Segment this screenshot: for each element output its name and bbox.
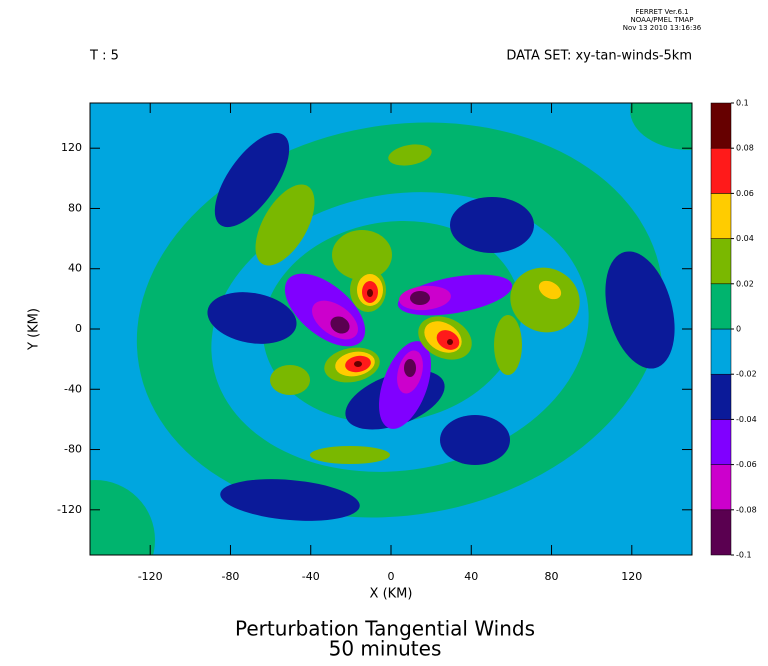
x-tick-label: -80 [221,570,239,583]
contour-band [332,230,392,280]
colorbar-swatch [710,328,732,375]
colorbar-swatch [710,283,732,330]
contour-band [538,280,562,300]
colorbar-label: -0.06 [736,460,757,469]
colorbar-label: 0.08 [736,144,754,153]
contour-band [447,339,453,345]
colorbar-label: -0.1 [736,551,752,560]
colorbar-swatch [710,373,732,420]
contour-band [220,479,360,521]
contour-band [214,132,290,228]
contour-band [354,361,362,367]
y-tick-label: 80 [68,201,82,214]
contour-band [310,446,390,464]
x-tick-label: -40 [302,570,320,583]
y-tick-label: -40 [64,382,82,395]
chart-subtitle: 50 minutes [329,637,442,661]
y-tick-label: 0 [75,322,82,335]
x-tick-label: 0 [388,570,395,583]
y-tick-label: -120 [57,503,82,516]
chart-title: Perturbation Tangential Winds [235,617,535,641]
colorbar-swatch [710,509,732,556]
colorbar-label: -0.08 [736,505,757,514]
colorbar-swatch [710,102,732,149]
colorbar-swatch [710,464,732,511]
contour-band [388,144,432,166]
colorbar-label: 0.04 [736,234,754,243]
colorbar-label: 0.1 [736,99,749,108]
contour-band [270,365,310,395]
colorbar-label: 0 [736,325,741,334]
contour-band [404,359,416,377]
time-label: T : 5 [89,49,119,64]
colorbar-swatch [710,238,732,285]
contour-band [90,480,155,555]
y-tick-label: -80 [64,443,82,456]
y-axis-label: Y (KM) [27,308,42,351]
colorbar-label: 0.06 [736,189,754,198]
contour-band [330,316,350,334]
dataset-label: DATA SET: xy-tan-winds-5km [506,49,692,64]
contour-band [605,251,675,369]
contour-band [494,315,522,375]
annotation: NOAA/PMEL TMAP [631,16,694,24]
x-tick-label: -120 [138,570,163,583]
colorbar-label: -0.04 [736,415,757,424]
colorbar-label: -0.02 [736,370,757,379]
contour-field [90,103,692,555]
y-tick-label: 120 [61,141,82,154]
x-axis-label: X (KM) [370,587,413,602]
colorbar-swatch [710,419,732,465]
colorbar-swatch [710,147,732,194]
colorbar-label: 0.02 [736,279,754,288]
annotation: Nov 13 2010 13:16:36 [623,24,702,32]
contour-band [630,103,692,150]
contour-band [207,292,297,344]
x-tick-label: 80 [545,570,559,583]
colorbar-swatch [710,193,732,239]
contour-band [440,415,510,465]
x-tick-label: 120 [621,570,642,583]
x-tick-label: 40 [464,570,478,583]
contour-band [410,291,430,305]
annotation: FERRET Ver.6.1 [635,8,688,16]
contour-band [255,184,315,266]
contour-band [367,289,373,297]
contour-band [510,267,580,333]
contour-band [450,197,534,253]
y-tick-label: 40 [68,262,82,275]
